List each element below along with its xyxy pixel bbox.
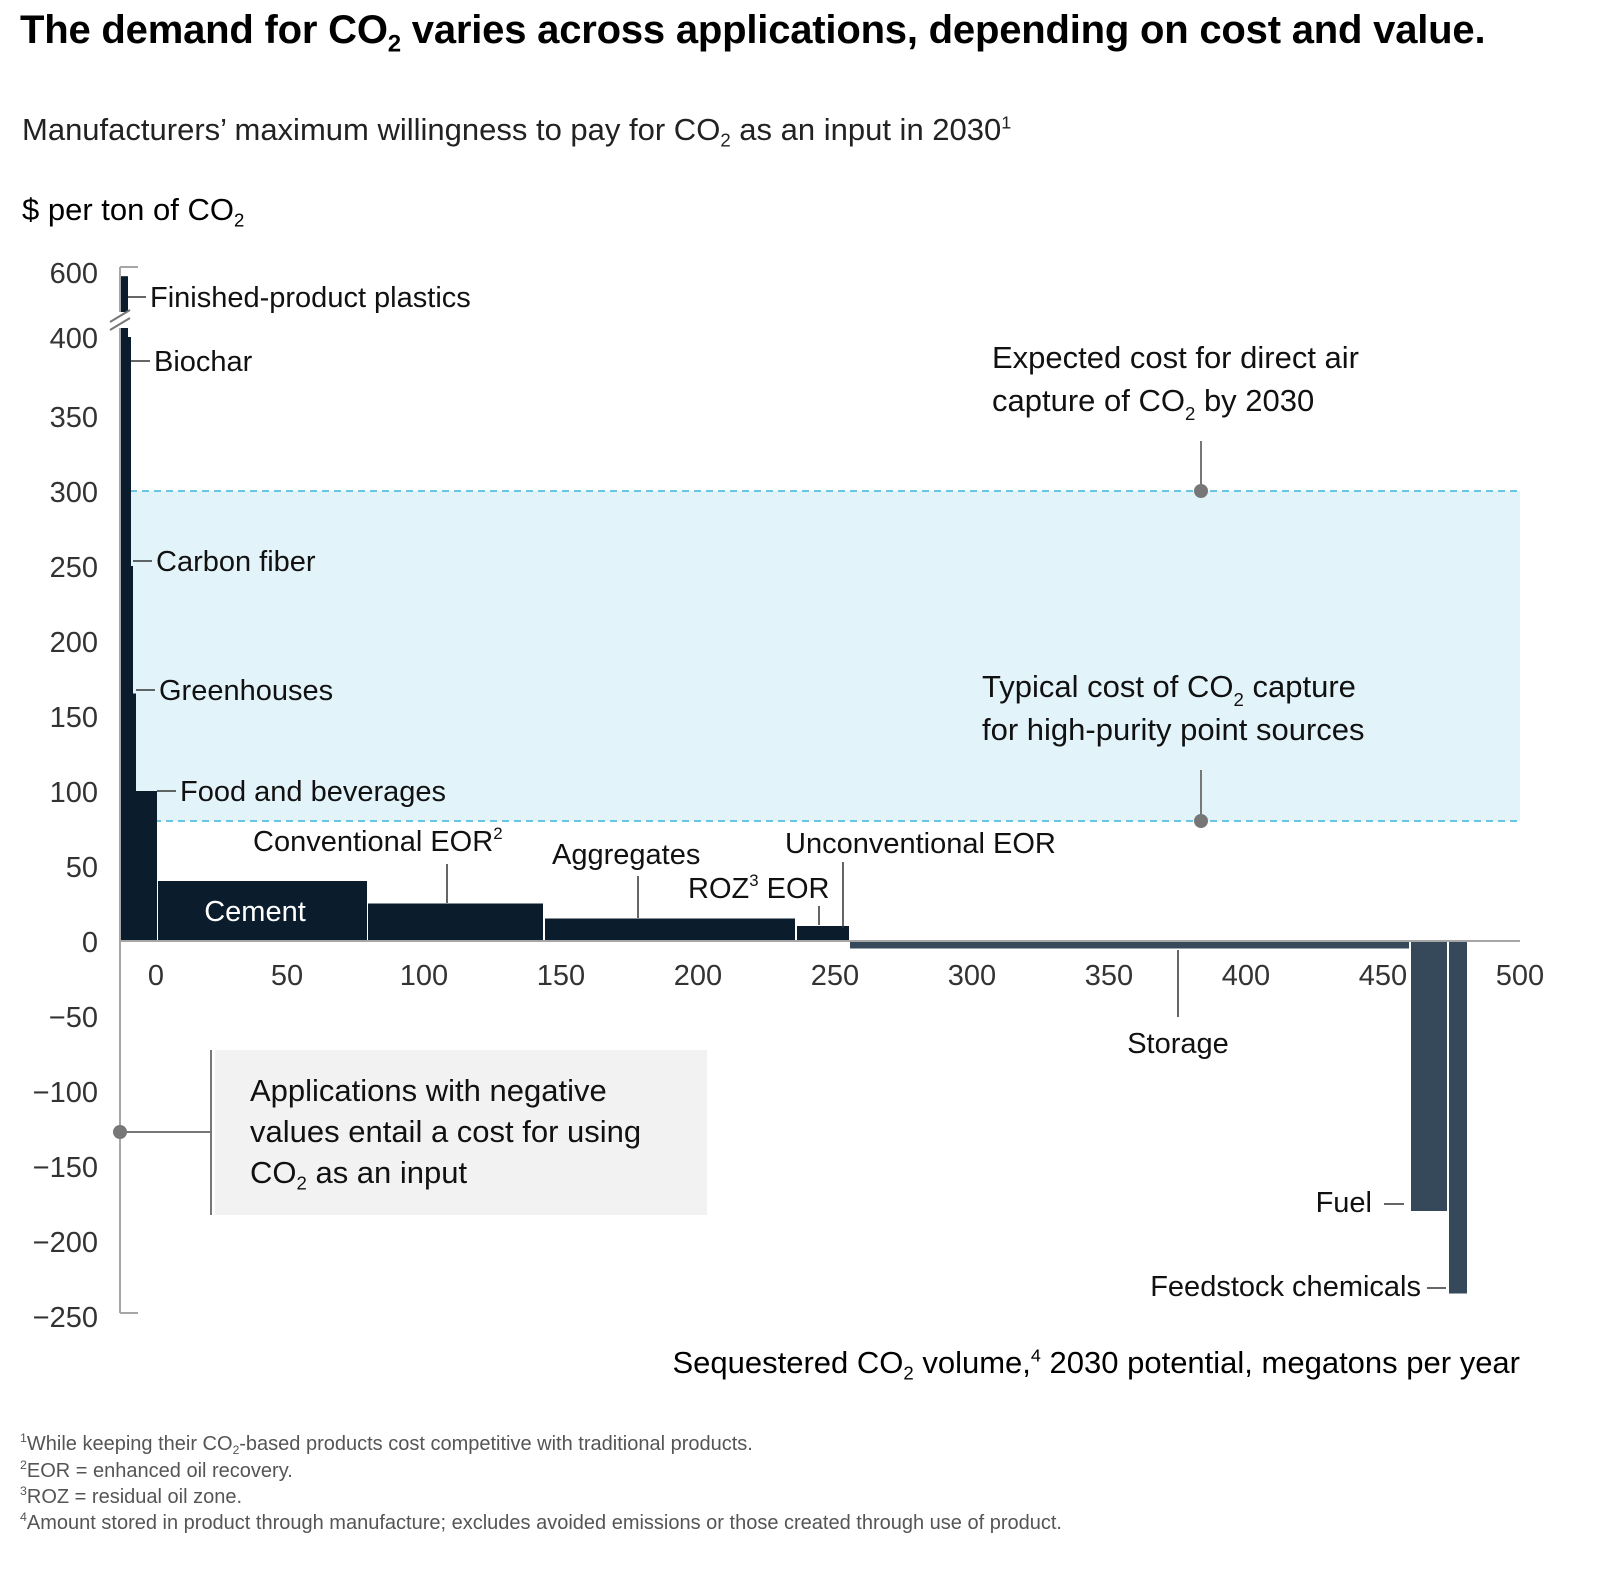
x-tick-label: 300 [948,960,996,992]
y-tick-label: −150 [33,1152,98,1184]
label-cement: Cement [204,896,306,928]
point-source-marker [1194,814,1208,828]
label-storage: Storage [1127,1028,1229,1060]
label-feedstock-chemicals: Feedstock chemicals [1150,1271,1421,1303]
label-food-and-beverages: Food and beverages [180,776,446,808]
y-tick-label: 200 [50,627,98,659]
y-tick-label: −50 [49,1002,98,1034]
y-tick-label: 150 [50,702,98,734]
y-tick-label: 300 [50,477,98,509]
label-greenhouses: Greenhouses [159,675,333,707]
footnote-3: 3ROZ = residual oil zone. [20,1483,243,1508]
footnote-2: 2EOR = enhanced oil recovery. [20,1457,293,1482]
footnote-4: 4Amount stored in product through manufa… [20,1509,1062,1534]
x-tick-label: 100 [400,960,448,992]
y-tick-label: 600 [50,258,98,290]
x-tick-label: 450 [1359,960,1407,992]
bar-greenhouses [133,693,136,941]
x-tick-label: 150 [537,960,585,992]
x-axis-label: Sequestered CO2 volume,4 2030 potential,… [672,1345,1520,1384]
x-tick-label: 250 [811,960,859,992]
y-axis-label: $ per ton of CO2 [22,192,245,231]
y-tick-label: 100 [50,777,98,809]
x-tick-label: 400 [1222,960,1270,992]
bar-fuel [1411,941,1447,1211]
axis-break-mark-1 [109,309,131,323]
x-tick-label: 50 [271,960,303,992]
bar-roz-eor [797,926,841,941]
label-finished-product-plastics: Finished-product plastics [150,282,471,314]
y-tick-label: 250 [50,552,98,584]
x-tick-label: 200 [674,960,722,992]
reference-band [130,491,1520,821]
bar-food-and-beverages [136,791,157,941]
bar-cement [158,881,367,941]
dac-label-line2: capture of CO2 by 2030 [992,383,1314,424]
label-conventional-eor: Conventional EOR2 [253,824,503,858]
bar-aggregates [545,918,795,941]
dac-label-line1: Expected cost for direct air [992,340,1359,375]
y-tick-label: −200 [33,1227,98,1259]
y-tick-label: −100 [33,1077,98,1109]
y-tick-label: −250 [33,1302,98,1334]
footnote-1: 1While keeping their CO2-based products … [20,1430,753,1458]
label-unconventional-eor: Unconventional EOR [785,828,1056,860]
label-roz-eor: ROZ3 EOR [688,871,829,905]
label-carbon-fiber: Carbon fiber [156,546,316,578]
label-fuel: Fuel [1316,1187,1372,1219]
point-source-label-line2: for high-purity point sources [982,712,1365,747]
axis-break-gap [110,312,130,328]
y-tick-label: 0 [82,927,98,959]
label-aggregates: Aggregates [552,839,700,871]
y-tick-label: 350 [50,402,98,434]
bar-finished-product-plastics [121,276,128,941]
x-tick-label: 500 [1496,960,1544,992]
chart-subtitle: Manufacturers’ maximum willingness to pa… [22,112,1012,151]
callout-box [215,1050,707,1215]
y-tick-label: 50 [66,852,98,884]
label-biochar: Biochar [154,346,253,378]
bar-storage [850,941,1409,949]
dac-marker [1194,484,1208,498]
bar-carbon-fiber [131,566,133,941]
bar-biochar [128,337,131,941]
point-source-label-line1: Typical cost of CO2 capture [982,669,1356,710]
x-tick-label: 350 [1085,960,1133,992]
chart-title: The demand for CO2 varies across applica… [20,8,1486,58]
bar-unconventional-eor [841,926,849,941]
bar-feedstock-chemicals [1449,941,1467,1294]
bar-conventional-eor [368,903,543,941]
x-tick-label: 0 [148,960,164,992]
callout-text: Applications with negative values entail… [250,1073,642,1194]
axis-break-mark-2 [109,317,131,331]
y-tick-label: 400 [50,323,98,355]
